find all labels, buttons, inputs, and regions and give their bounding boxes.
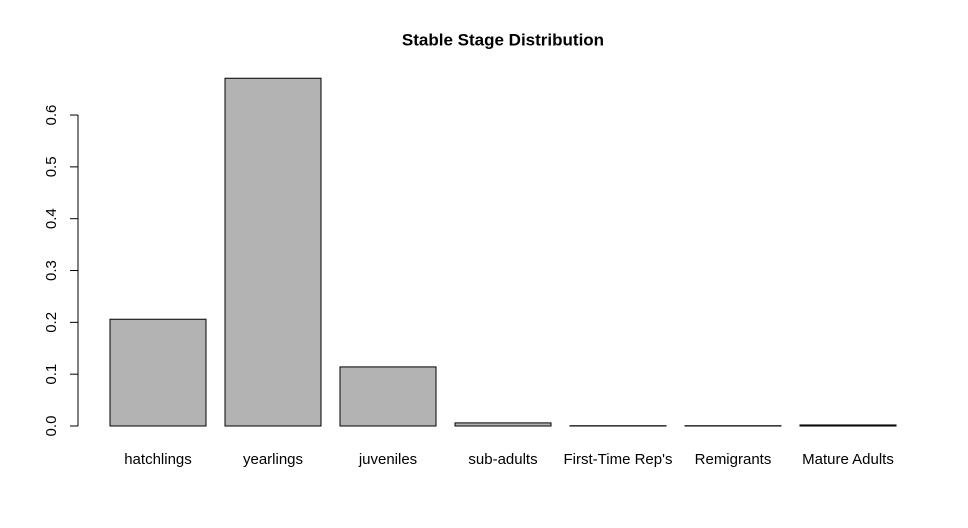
x-tick-label: juveniles [358, 451, 417, 468]
bar [224, 77, 322, 427]
y-tick-label: 0.4 [43, 208, 60, 229]
y-tick-label: 0.1 [43, 364, 60, 385]
y-tick-label: 0.2 [43, 312, 60, 333]
x-tick-label: Mature Adults [802, 451, 894, 468]
y-tick-label: 0.3 [43, 260, 60, 281]
x-tick-label: Remigrants [695, 451, 772, 468]
bar [799, 424, 897, 427]
y-tick-label: 0.5 [43, 156, 60, 177]
x-tick-label: sub-adults [468, 451, 537, 468]
bar [339, 366, 437, 427]
x-tick-label: hatchlings [124, 451, 192, 468]
y-tick-label: 0.0 [43, 416, 60, 437]
x-tick-label: First-Time Rep's [564, 451, 673, 468]
y-tick-label: 0.6 [43, 105, 60, 126]
x-tick-label: yearlings [243, 451, 303, 468]
bar [454, 422, 552, 427]
chart-title: Stable Stage Distribution [402, 30, 604, 49]
bar [109, 318, 207, 427]
